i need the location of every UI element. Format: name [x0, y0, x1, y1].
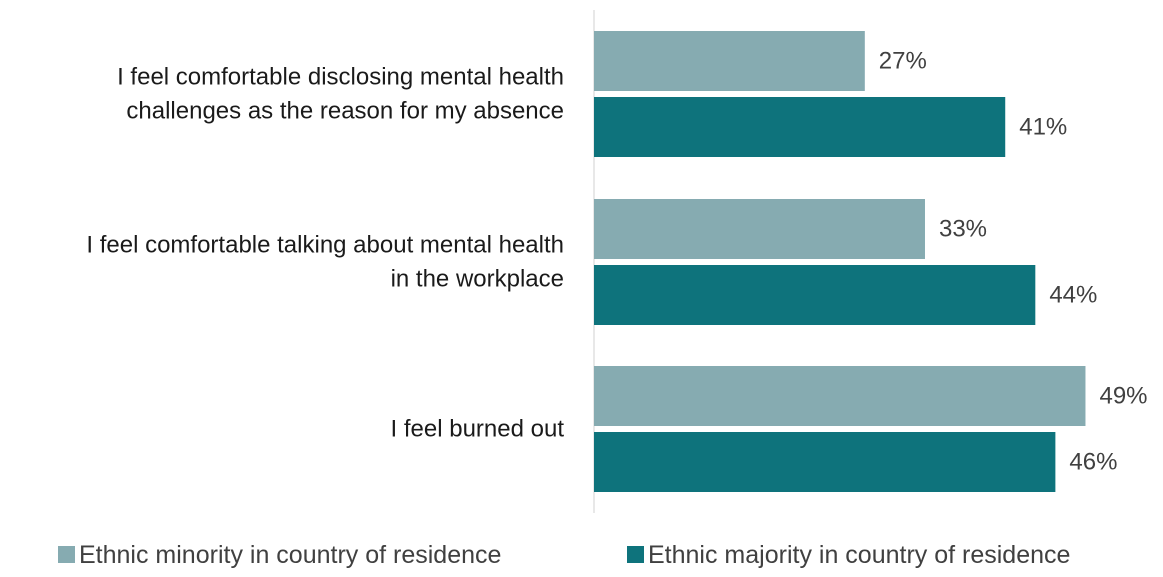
value-label-majority-0: 41%	[1019, 114, 1067, 141]
legend-label-minority: Ethnic minority in country of residence	[79, 541, 501, 569]
value-label-majority-2: 46%	[1069, 449, 1117, 476]
value-label-majority-1: 44%	[1049, 282, 1097, 309]
bar-minority-1	[594, 199, 925, 259]
legend-swatch-minority	[58, 546, 75, 563]
category-label-2-line-0: I feel burned out	[391, 416, 565, 443]
category-label-0-line-1: challenges as the reason for my absence	[126, 98, 564, 125]
value-label-minority-0: 27%	[879, 48, 927, 75]
category-label-0-line-0: I feel comfortable disclosing mental hea…	[117, 64, 564, 91]
bar-majority-2	[594, 432, 1056, 492]
legend-label-majority: Ethnic majority in country of residence	[648, 541, 1070, 569]
value-labels: 27% 41% 33% 44% 49% 46%	[879, 48, 1148, 476]
bar-minority-2	[594, 366, 1086, 426]
legend-swatch-majority	[627, 546, 644, 563]
category-label-1-line-1: in the workplace	[391, 266, 564, 293]
bar-majority-1	[594, 265, 1036, 325]
value-label-minority-2: 49%	[1099, 383, 1147, 410]
bars-group	[594, 31, 1086, 492]
legend: Ethnic minority in country of residence E…	[58, 541, 1070, 569]
category-labels: I feel comfortable disclosing mental hea…	[86, 64, 564, 443]
value-label-minority-1: 33%	[939, 216, 987, 243]
bar-minority-0	[594, 31, 865, 91]
category-label-1-line-0: I feel comfortable talking about mental …	[86, 232, 564, 259]
bar-majority-0	[594, 97, 1006, 157]
